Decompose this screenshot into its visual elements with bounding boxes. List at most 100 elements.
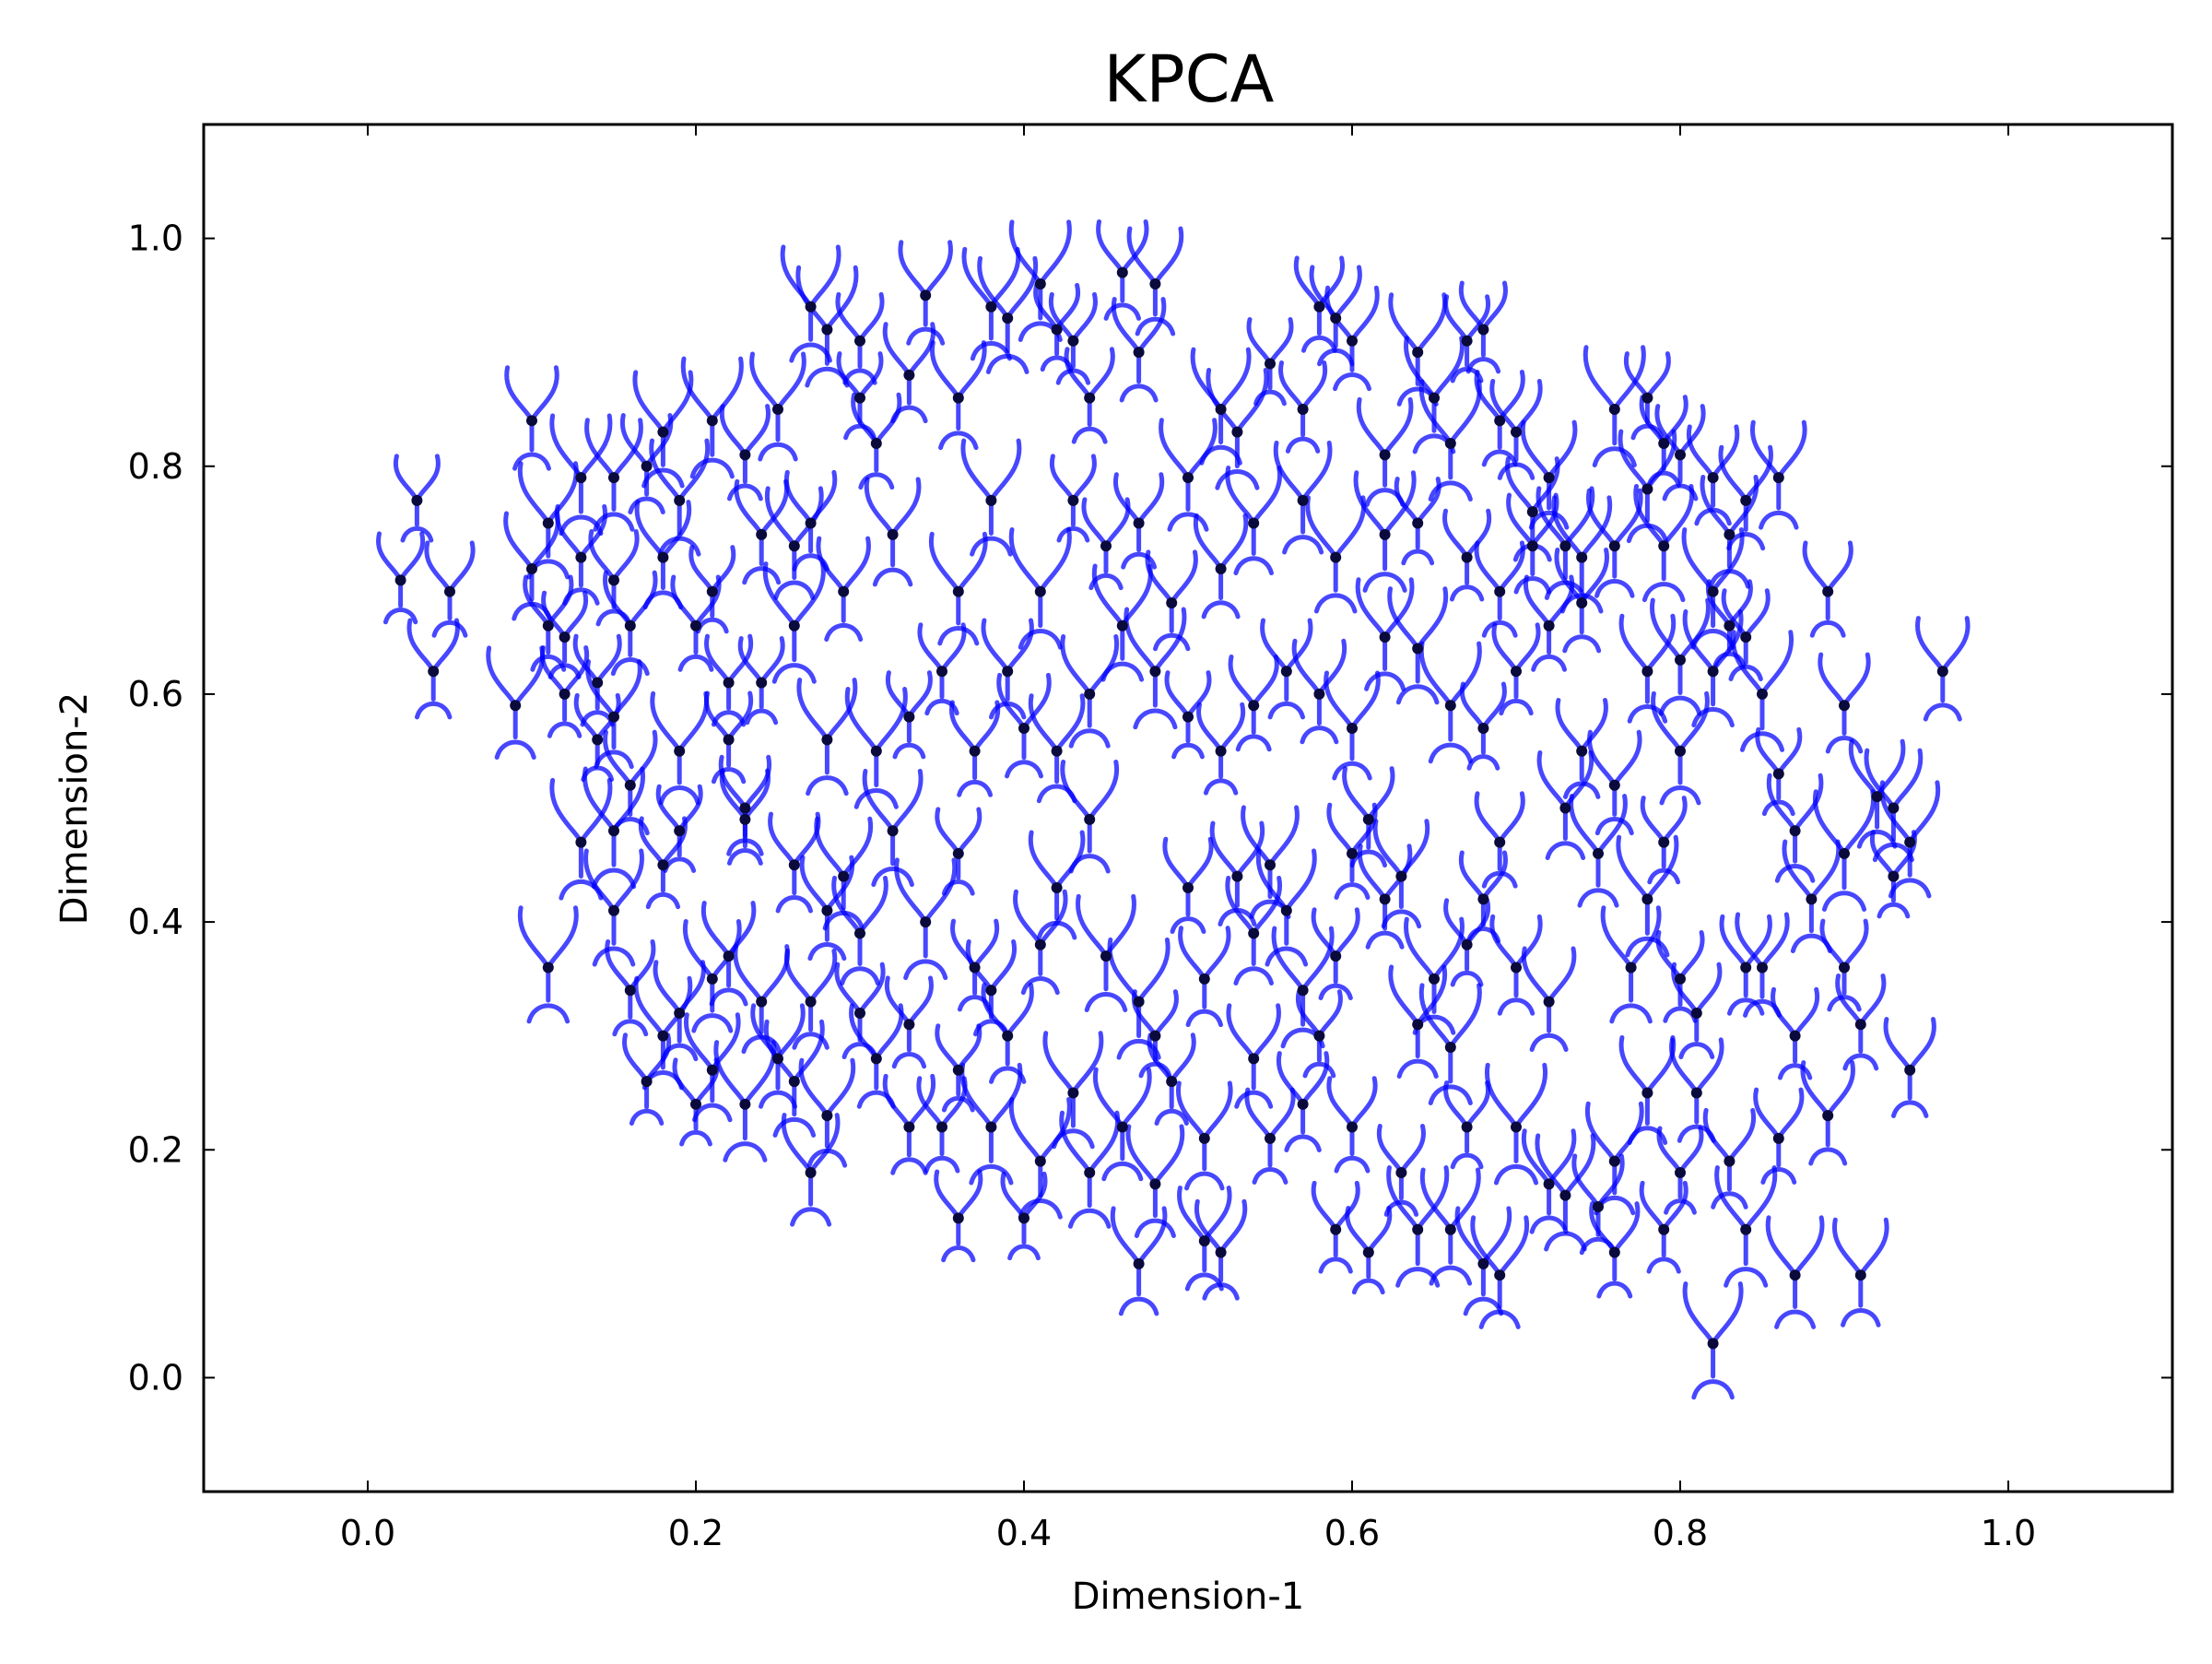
point-glyph [929, 340, 987, 451]
scatter-point [1576, 551, 1588, 563]
scatter-point [1084, 1166, 1096, 1178]
point-glyph [1388, 292, 1448, 407]
scatter-point [674, 825, 686, 837]
point-glyph [1345, 1205, 1393, 1295]
point-glyph [851, 392, 902, 490]
scatter-point [624, 620, 636, 631]
scatter-point [756, 677, 768, 689]
scatter-point [1100, 540, 1112, 552]
chart-title: KPCA [1104, 41, 1275, 117]
point-glyph [1656, 1126, 1704, 1215]
point-glyph [1131, 989, 1179, 1079]
point-glyph [1059, 1110, 1121, 1229]
scatter-point [1675, 973, 1686, 985]
scatter-point [706, 585, 718, 597]
scatter-point [1936, 666, 1948, 678]
scatter-point [1444, 700, 1456, 712]
scatter-point [723, 734, 735, 746]
scatter-point [1444, 438, 1456, 450]
point-glyph [655, 784, 703, 873]
point-glyph [1342, 766, 1395, 868]
scatter-point [1198, 973, 1210, 985]
scatter-point [674, 494, 686, 506]
x-tick-label: 0.6 [1324, 1513, 1380, 1553]
scatter-point [624, 985, 636, 997]
point-glyph [1295, 989, 1343, 1079]
scatter-point [985, 1121, 997, 1133]
scatter-point [1461, 335, 1473, 347]
scatter-point [1757, 962, 1768, 974]
scatter-point [1297, 985, 1309, 997]
point-glyph [981, 982, 1034, 1084]
scatter-point [1675, 654, 1686, 666]
point-glyph [549, 777, 613, 901]
scatter-point [985, 494, 997, 506]
scatter-point [903, 1121, 915, 1133]
scatter-point [592, 677, 604, 689]
scatter-point [1543, 620, 1555, 631]
scatter-point [1494, 836, 1506, 848]
scatter-point [1231, 426, 1243, 438]
point-glyph [1587, 729, 1642, 836]
point-glyph [1048, 291, 1098, 385]
scatter-point [1806, 893, 1818, 905]
point-glyph [1520, 419, 1578, 530]
scatter-point [1740, 962, 1752, 974]
point-glyph [486, 645, 546, 760]
scatter-point [1002, 666, 1014, 678]
scatter-point [1839, 700, 1850, 712]
point-glyph [1721, 588, 1771, 681]
scatter-point [821, 324, 833, 336]
scatter-point [805, 996, 817, 1008]
scatter-point [1395, 870, 1407, 882]
scatter-point [1133, 517, 1145, 529]
point-glyph [517, 905, 579, 1024]
point-glyph [719, 404, 771, 502]
scatter-point [838, 585, 850, 597]
point-glyph [959, 1062, 1023, 1186]
scatter-point [952, 1212, 964, 1224]
point-glyph [605, 938, 656, 1037]
scatter-point [1347, 335, 1358, 347]
scatter-point [985, 985, 997, 997]
point-glyph [796, 678, 858, 797]
y-tick-label: 0.0 [128, 1357, 183, 1398]
scatter-point [838, 870, 850, 882]
point-glyph [1326, 1076, 1378, 1174]
scatter-point [920, 289, 932, 301]
point-glyph [1356, 396, 1414, 507]
scatter-point [821, 1110, 833, 1122]
scatter-point [1511, 962, 1522, 974]
point-glyph [1771, 986, 1820, 1080]
scatter-point [1395, 1166, 1407, 1178]
point-glyph [584, 418, 643, 532]
scatter-point [1904, 836, 1916, 848]
point-glyph [1126, 226, 1184, 336]
point-glyph [1028, 693, 1086, 804]
point-glyph [1812, 789, 1877, 912]
scatter-point [394, 574, 406, 586]
scatter-point [1313, 688, 1325, 700]
point-glyph [1554, 547, 1609, 654]
point-glyph [734, 478, 789, 585]
scatter-point [936, 1121, 947, 1133]
point-glyph [1470, 1215, 1530, 1329]
scatter-point [1772, 472, 1784, 484]
point-glyph [1718, 444, 1773, 551]
scatter-point [1330, 950, 1342, 962]
scatter-point [952, 847, 964, 859]
scatter-point [969, 962, 981, 974]
point-glyph [1669, 1037, 1724, 1143]
point-glyph [1655, 929, 1705, 1023]
point-glyph [1766, 773, 1824, 883]
point-glyph [1110, 1206, 1168, 1316]
point-glyph [406, 618, 460, 720]
scatter-point [1412, 517, 1424, 529]
point-glyph [1418, 641, 1482, 764]
scatter-point [1822, 1110, 1834, 1122]
point-glyph [1196, 702, 1246, 796]
point-glyph [935, 1023, 982, 1113]
scatter-point [674, 745, 686, 757]
point-glyph [638, 816, 688, 910]
